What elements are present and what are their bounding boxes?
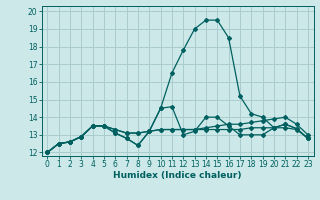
X-axis label: Humidex (Indice chaleur): Humidex (Indice chaleur) bbox=[113, 171, 242, 180]
